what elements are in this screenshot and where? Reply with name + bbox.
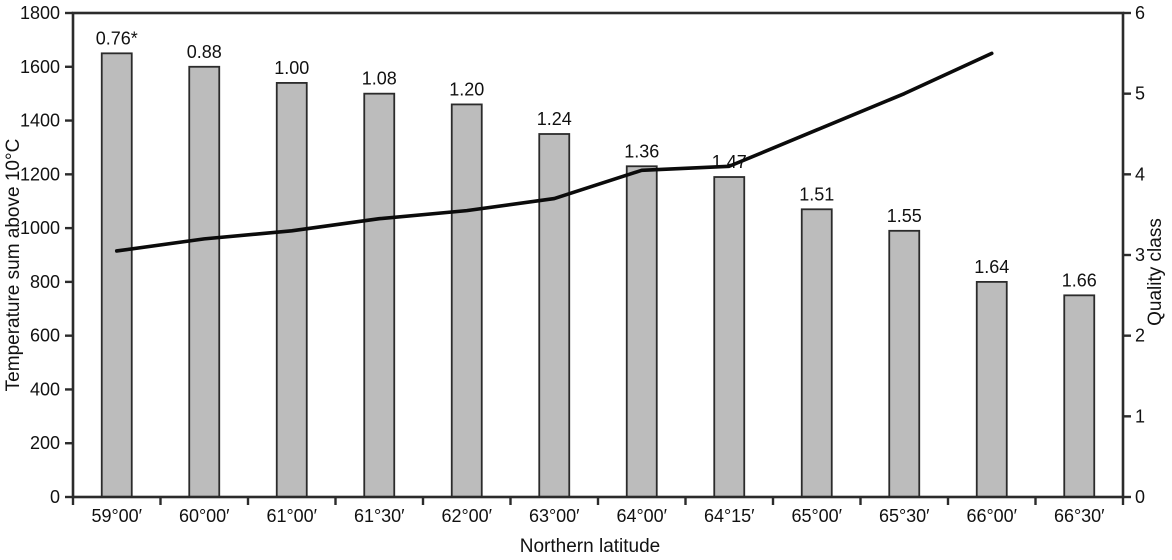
x-axis-category-label: 64°00′: [616, 506, 667, 526]
bar-value-label: 1.66: [1062, 270, 1097, 290]
bar: [275, 82, 308, 498]
right-axis-tick-label: 6: [1135, 3, 1145, 23]
bar: [363, 92, 396, 498]
bar: [538, 133, 571, 498]
left-axis-tick-label: 600: [30, 326, 60, 346]
bar: [100, 52, 133, 498]
left-axis-tick-label: 200: [30, 433, 60, 453]
chart-dynamic-layer: 0.76*0.881.001.081.201.241.361.471.511.5…: [20, 3, 1145, 526]
bar-value-label: 0.76*: [96, 28, 138, 48]
bar-value-label: 0.88: [187, 42, 222, 62]
bar-value-label: 1.08: [362, 69, 397, 89]
left-axis-tick-label: 400: [30, 379, 60, 399]
x-axis-category-label: 60°00′: [179, 506, 230, 526]
left-axis-tick-label: 1400: [20, 111, 60, 131]
left-axis-tick-label: 1600: [20, 57, 60, 77]
bar-value-label: 1.24: [537, 109, 572, 129]
x-axis-category-label: 59°00′: [91, 506, 142, 526]
left-axis-title: Temperature sum above 10°C: [3, 139, 24, 392]
bar: [188, 65, 221, 498]
x-axis-category-label: 65°30′: [879, 506, 930, 526]
x-axis-category-label: 61°30′: [354, 506, 405, 526]
bar-value-label: 1.20: [449, 79, 484, 99]
bar: [975, 280, 1008, 498]
x-axis-category-label: 61°00′: [266, 506, 317, 526]
left-axis-tick-label: 1800: [20, 3, 60, 23]
left-axis-tick-label: 1000: [20, 218, 60, 238]
quality-class-line: [114, 51, 994, 253]
bar: [713, 176, 746, 498]
bar-value-label: 1.64: [974, 257, 1009, 277]
left-axis-tick-label: 1200: [20, 164, 60, 184]
bar: [1063, 294, 1096, 498]
right-axis-tick-label: 2: [1135, 326, 1145, 346]
x-axis-category-label: 64°15′: [704, 506, 755, 526]
left-axis-tick-label: 800: [30, 272, 60, 292]
right-axis-tick-label: 0: [1135, 487, 1145, 507]
right-axis-tick-label: 5: [1135, 84, 1145, 104]
bar-value-label: 1.36: [624, 141, 659, 161]
right-axis-tick-label: 1: [1135, 406, 1145, 426]
left-axis-tick-label: 0: [50, 487, 60, 507]
right-axis-title: Quality class: [1145, 218, 1166, 326]
x-axis-category-label: 65°00′: [791, 506, 842, 526]
bar-value-label: 1.55: [887, 206, 922, 226]
bar: [625, 165, 658, 498]
x-axis-title: Northern latitude: [520, 536, 660, 557]
bar: [888, 229, 921, 498]
bar-value-label: 1.51: [799, 184, 834, 204]
x-axis-category-label: 63°00′: [529, 506, 580, 526]
right-axis-tick-label: 4: [1135, 164, 1145, 184]
x-axis-category-label: 66°00′: [966, 506, 1017, 526]
plot-frame: [71, 11, 1125, 499]
bar: [800, 208, 833, 498]
bar: [450, 103, 483, 498]
x-axis-category-label: 62°00′: [441, 506, 492, 526]
bar-value-label: 1.00: [274, 58, 309, 78]
x-axis-category-label: 66°30′: [1054, 506, 1105, 526]
right-axis-tick-label: 3: [1135, 245, 1145, 265]
